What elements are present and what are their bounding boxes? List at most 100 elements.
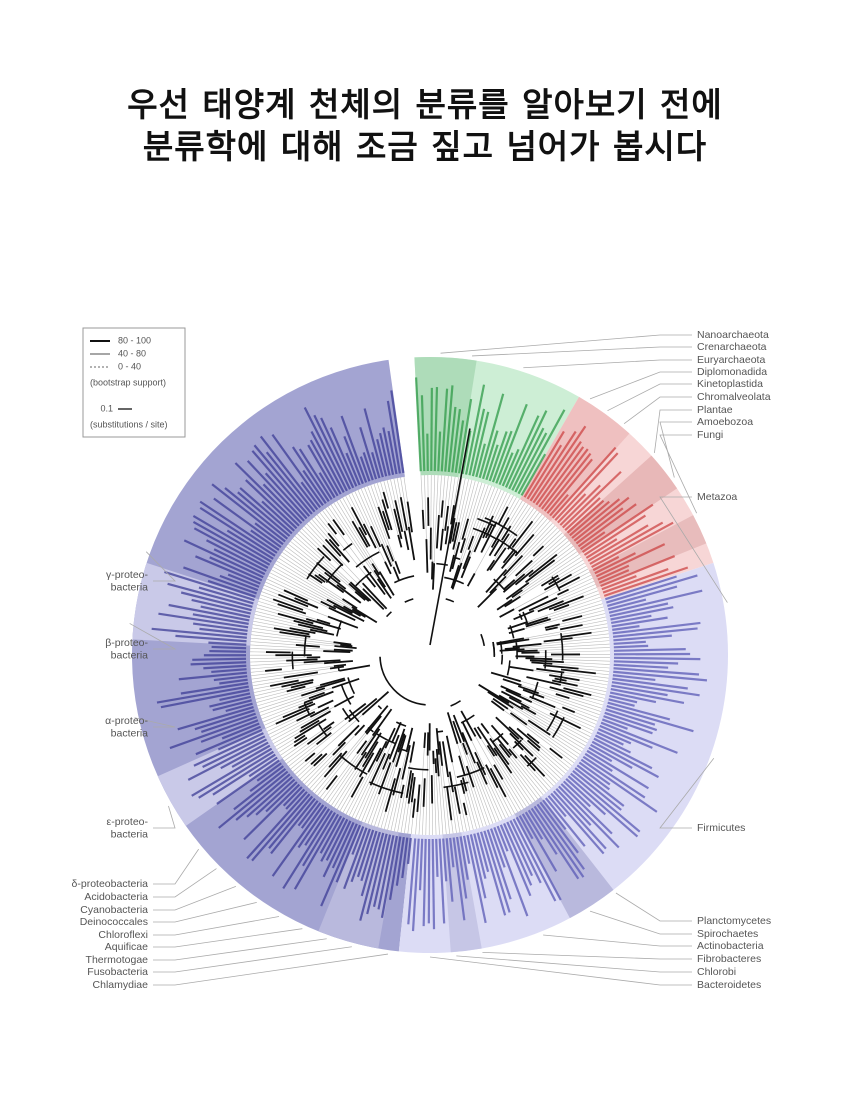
branch <box>397 534 403 548</box>
species-name <box>560 783 613 835</box>
leaf-guide <box>251 665 334 677</box>
species-name <box>466 834 487 924</box>
leaf-guide <box>464 775 481 829</box>
species-name <box>610 688 685 704</box>
species-name <box>498 452 514 486</box>
species-name <box>191 598 251 615</box>
species-name <box>468 408 486 476</box>
species-name <box>270 797 316 855</box>
species-name <box>264 472 308 520</box>
leaf-guide <box>497 787 512 816</box>
species-name <box>438 838 446 924</box>
group-label: Firmicutes <box>697 822 745 834</box>
branch <box>508 726 524 741</box>
species-name <box>550 792 605 855</box>
branch <box>286 658 318 662</box>
leaf-guide <box>316 514 367 576</box>
branch <box>477 588 498 608</box>
branch <box>465 765 475 788</box>
species-name <box>591 521 674 568</box>
species-name <box>259 435 319 511</box>
leaf-guide <box>488 733 539 800</box>
branch <box>545 626 558 631</box>
species-name <box>613 656 701 661</box>
branch <box>331 677 360 689</box>
leaf-guide <box>539 747 568 772</box>
leaf-guide <box>447 476 456 527</box>
leaf-guide <box>521 701 591 738</box>
group-label: Thermotogae <box>86 954 149 966</box>
leaf-guide <box>496 493 511 522</box>
species-name <box>211 483 286 543</box>
branch-arc <box>477 517 497 528</box>
species-name <box>611 684 668 697</box>
branch-arc <box>347 677 356 695</box>
species-name <box>200 605 251 619</box>
leaf-guide <box>555 707 597 725</box>
leaf-guide <box>383 480 399 536</box>
branch-arc <box>522 611 530 627</box>
leaf-guide <box>514 568 589 610</box>
leaf-guide <box>314 732 366 794</box>
leaf-guide <box>470 486 496 551</box>
species-name <box>571 498 621 539</box>
leaf-guide <box>272 566 344 607</box>
leader-line <box>440 334 692 354</box>
species-name <box>209 649 247 653</box>
species-name <box>310 431 345 493</box>
species-name <box>600 555 676 588</box>
species-name <box>608 698 635 707</box>
leaf-guide <box>492 490 505 516</box>
branch <box>369 752 386 786</box>
leaf-guide <box>508 504 529 534</box>
leaf-guide <box>396 477 402 498</box>
branch <box>384 727 396 749</box>
species-name <box>158 612 249 629</box>
branch <box>410 776 416 803</box>
branch <box>392 728 406 763</box>
branch <box>502 548 516 564</box>
leaf-guide <box>404 803 409 834</box>
species-name <box>253 444 313 515</box>
leaf-guide <box>268 720 297 735</box>
leaf-guide <box>505 525 556 577</box>
species-name <box>302 469 327 504</box>
branch-arc <box>377 705 383 710</box>
leaf-guide <box>508 764 536 802</box>
branch <box>384 561 392 575</box>
leaf-guide <box>579 679 608 686</box>
species-name <box>282 810 333 890</box>
leaf-guide <box>258 695 302 710</box>
species-name <box>552 790 607 850</box>
branch <box>524 754 546 777</box>
branch <box>299 719 320 733</box>
leaf-guide <box>583 695 604 702</box>
branch <box>277 612 314 625</box>
branch <box>462 550 472 570</box>
species-name <box>610 606 674 621</box>
species-name <box>592 555 620 572</box>
branch <box>381 499 393 531</box>
species-name <box>547 795 567 818</box>
species-name <box>268 795 314 849</box>
branch <box>526 676 561 686</box>
root-branch <box>429 428 471 646</box>
leaf-guide <box>475 736 519 813</box>
species-name <box>195 725 262 756</box>
branch <box>544 573 573 591</box>
branch <box>388 734 400 760</box>
branch <box>458 755 466 776</box>
branch-arc <box>500 654 504 665</box>
species-name <box>464 384 486 475</box>
branch <box>378 762 392 795</box>
leaf-guide <box>556 543 572 555</box>
branch <box>560 668 596 675</box>
leaf-guide <box>461 484 489 564</box>
leader-line <box>654 409 692 453</box>
species-name <box>611 616 668 628</box>
species-name <box>444 385 454 472</box>
branch <box>444 505 450 531</box>
branch-arc <box>544 650 547 669</box>
group-label: Chromalveolata <box>697 391 771 403</box>
species-name <box>212 753 276 796</box>
